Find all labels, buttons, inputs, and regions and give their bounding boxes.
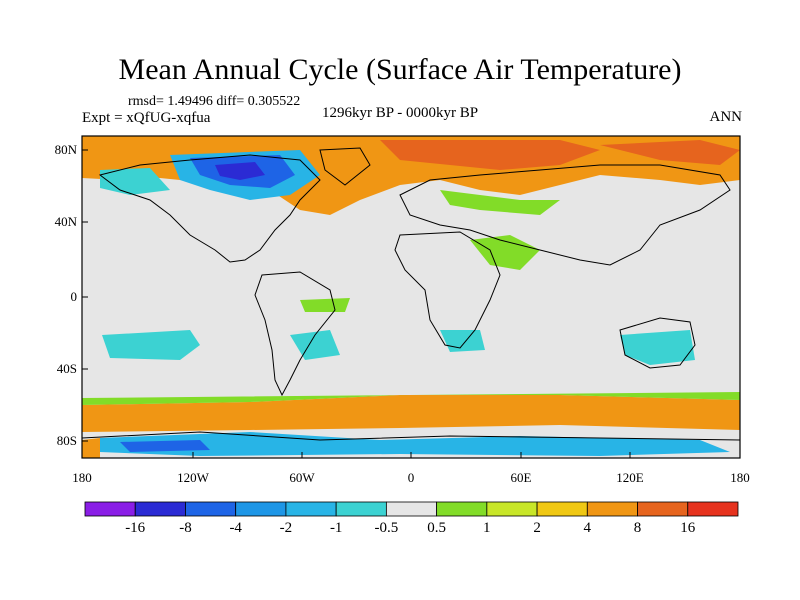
colorbar-swatch xyxy=(385,501,438,517)
lon-label-120e: 120E xyxy=(616,470,644,485)
lat-label-40s: 40S xyxy=(56,361,77,376)
anomaly-arctic-strong-2 xyxy=(600,140,740,165)
colorbar-swatch xyxy=(285,501,337,517)
colorbar-label: -4 xyxy=(229,520,242,536)
coastlines xyxy=(82,147,740,441)
lat-label-80n: 80N xyxy=(54,142,77,157)
lat-label-0: 0 xyxy=(70,289,78,304)
colorbar-label: -16 xyxy=(125,520,146,536)
colorbar-label: 2 xyxy=(533,520,541,536)
lon-label-180w: 180 xyxy=(72,470,92,485)
stats-text: rmsd= 1.49496 diff= 0.305522 xyxy=(128,94,301,109)
lon-label-0: 0 xyxy=(407,470,415,485)
experiment-label: Expt = xQfUG-xqfua xyxy=(82,110,211,126)
colorbar-swatch xyxy=(486,501,538,517)
anomaly-southern-mild xyxy=(82,392,740,405)
lon-label-60w: 60W xyxy=(289,470,315,485)
colorbar-swatch xyxy=(134,501,186,517)
axis-ticks xyxy=(82,149,631,458)
colorbar-label: -0.5 xyxy=(374,520,399,536)
colorbar-swatch xyxy=(536,501,588,517)
season-label: ANN xyxy=(709,109,743,125)
colorbar-label: -8 xyxy=(179,520,192,536)
colorbar-label: 8 xyxy=(633,520,642,536)
anomaly-arctic-strong xyxy=(380,140,600,170)
lon-label-180e: 180 xyxy=(730,470,750,485)
colorbar xyxy=(84,501,739,517)
anomaly-samerica-cyan xyxy=(290,330,340,360)
period-label: 1296kyr BP - 0000kyr BP xyxy=(322,105,479,121)
anomaly-antarctica-warm xyxy=(82,438,100,458)
lat-label-40n: 40N xyxy=(54,214,77,229)
colorbar-swatch xyxy=(586,501,638,517)
colorbar-label: -2 xyxy=(279,520,293,536)
colorbar-label: 1 xyxy=(483,520,491,536)
lon-label-60e: 60E xyxy=(510,470,532,485)
anomaly-atlantic-green xyxy=(300,298,350,312)
map-title: Mean Annual Cycle (Surface Air Temperatu… xyxy=(118,53,682,86)
colorbar-swatch xyxy=(84,501,136,517)
lon-label-120w: 120W xyxy=(177,470,209,485)
anomaly-australia-cyan xyxy=(620,330,695,365)
colorbar-swatch xyxy=(637,501,689,517)
lat-label-80s: 80S xyxy=(56,433,77,448)
anomaly-pacific-cyan xyxy=(102,330,200,360)
colorbar-swatch xyxy=(185,501,237,517)
colorbar-swatch xyxy=(235,501,287,517)
anomaly-southern-warm xyxy=(82,395,740,432)
colorbar-swatch xyxy=(335,501,387,517)
colorbar-swatch xyxy=(436,501,488,517)
colorbar-label: -1 xyxy=(329,520,343,536)
anomaly-canada-cold-core xyxy=(215,162,265,180)
anomaly-eurasia-mild xyxy=(440,190,560,215)
anomaly-mideast-mild xyxy=(470,235,540,270)
colorbar-label: 4 xyxy=(583,520,592,536)
colorbar-label: 16 xyxy=(680,520,696,536)
colorbar-swatch xyxy=(687,501,739,517)
colorbar-label: 0.5 xyxy=(427,520,446,536)
anomaly-antarctica-cold-core xyxy=(120,440,210,452)
